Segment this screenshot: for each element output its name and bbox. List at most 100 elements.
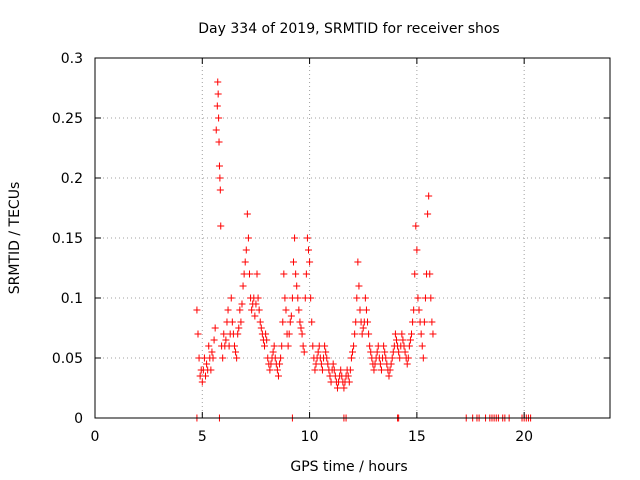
data-point — [234, 330, 242, 338]
data-point — [376, 360, 384, 368]
data-point — [228, 318, 236, 326]
data-point — [295, 306, 303, 314]
data-point — [427, 294, 435, 302]
data-point — [355, 282, 363, 290]
data-point — [354, 258, 362, 266]
data-point — [377, 366, 385, 374]
x-axis-title: GPS time / hours — [290, 459, 407, 475]
data-point — [381, 348, 389, 356]
data-point — [417, 330, 425, 338]
data-point — [262, 330, 270, 338]
chart-title: Day 334 of 2019, SRMTID for receiver sho… — [198, 21, 499, 37]
data-point — [297, 324, 305, 332]
data-point — [356, 306, 364, 314]
data-point — [243, 210, 251, 218]
data-point — [219, 354, 227, 362]
data-point — [387, 360, 395, 368]
data-point — [278, 342, 286, 350]
data-point — [203, 360, 211, 368]
x-tick-label: 0 — [91, 429, 100, 445]
data-point — [289, 258, 297, 266]
data-point — [323, 354, 331, 362]
data-point — [241, 258, 249, 266]
axes: 0 0.05 0.1 0.15 0.2 0.25 0.3 0 5 10 15 20 — [52, 51, 610, 445]
data-point — [284, 342, 292, 350]
data-point — [254, 294, 262, 302]
data-point — [298, 330, 306, 338]
data-point — [346, 366, 354, 374]
data-point — [285, 330, 293, 338]
data-point — [322, 348, 330, 356]
data-point — [317, 360, 325, 368]
x-tick-label: 15 — [408, 429, 426, 445]
data-point — [263, 336, 271, 344]
data-point — [426, 270, 434, 278]
data-point — [321, 342, 329, 350]
data-point — [405, 342, 413, 350]
data-point — [303, 234, 311, 242]
data-point — [242, 246, 250, 254]
data-point — [403, 360, 411, 368]
x-tick-label: 20 — [515, 429, 533, 445]
data-point — [299, 342, 307, 350]
data-point — [238, 300, 246, 308]
data-point — [399, 336, 407, 344]
data-point — [209, 354, 217, 362]
data-point — [287, 312, 295, 320]
data-point — [425, 192, 433, 200]
data-point — [364, 318, 372, 326]
data-point — [415, 306, 423, 314]
data-point — [214, 90, 222, 98]
data-point — [406, 336, 414, 344]
data-point — [391, 330, 399, 338]
y-axis-title: SRMTID / TECUs — [7, 182, 23, 295]
data-point — [252, 300, 260, 308]
x-tick-label: 10 — [301, 429, 319, 445]
data-point — [280, 270, 288, 278]
data-point — [309, 342, 317, 350]
data-point — [277, 354, 285, 362]
data-point — [396, 354, 404, 362]
y-tick-label: 0.05 — [52, 351, 83, 367]
data-point — [349, 348, 356, 356]
data-point — [251, 312, 259, 320]
data-point — [362, 306, 370, 314]
y-tick-label: 0.2 — [61, 171, 83, 187]
data-point — [269, 348, 277, 356]
data-point — [359, 324, 367, 332]
data-point — [279, 318, 287, 326]
data-point — [296, 318, 304, 326]
y-tick-label: 0.15 — [52, 231, 83, 247]
data-point — [286, 318, 294, 326]
data-point — [237, 318, 245, 326]
data-point — [353, 294, 361, 302]
data-point — [216, 186, 224, 194]
grid-lines — [95, 58, 610, 418]
data-point — [255, 306, 263, 314]
data-point — [382, 354, 390, 362]
data-point — [370, 366, 378, 374]
data-point — [276, 360, 284, 368]
data-point — [273, 366, 281, 374]
data-point — [220, 330, 228, 338]
data-point — [193, 306, 201, 314]
data-point — [216, 174, 224, 182]
x-tick-label: 5 — [198, 429, 207, 445]
data-point — [395, 348, 403, 356]
data-point — [333, 384, 341, 392]
data-point — [308, 318, 316, 326]
y-tick-label: 0.25 — [52, 111, 83, 127]
data-point — [215, 162, 223, 170]
data-point — [222, 336, 230, 344]
data-point — [294, 294, 302, 302]
data-point — [318, 366, 326, 374]
data-point — [293, 282, 301, 290]
data-point — [398, 330, 406, 338]
data-point — [358, 330, 366, 338]
data-point — [429, 330, 437, 338]
data-point — [428, 318, 436, 326]
data-point — [281, 294, 289, 302]
data-point — [270, 342, 278, 350]
data-point — [235, 324, 243, 332]
data-point — [386, 366, 394, 374]
